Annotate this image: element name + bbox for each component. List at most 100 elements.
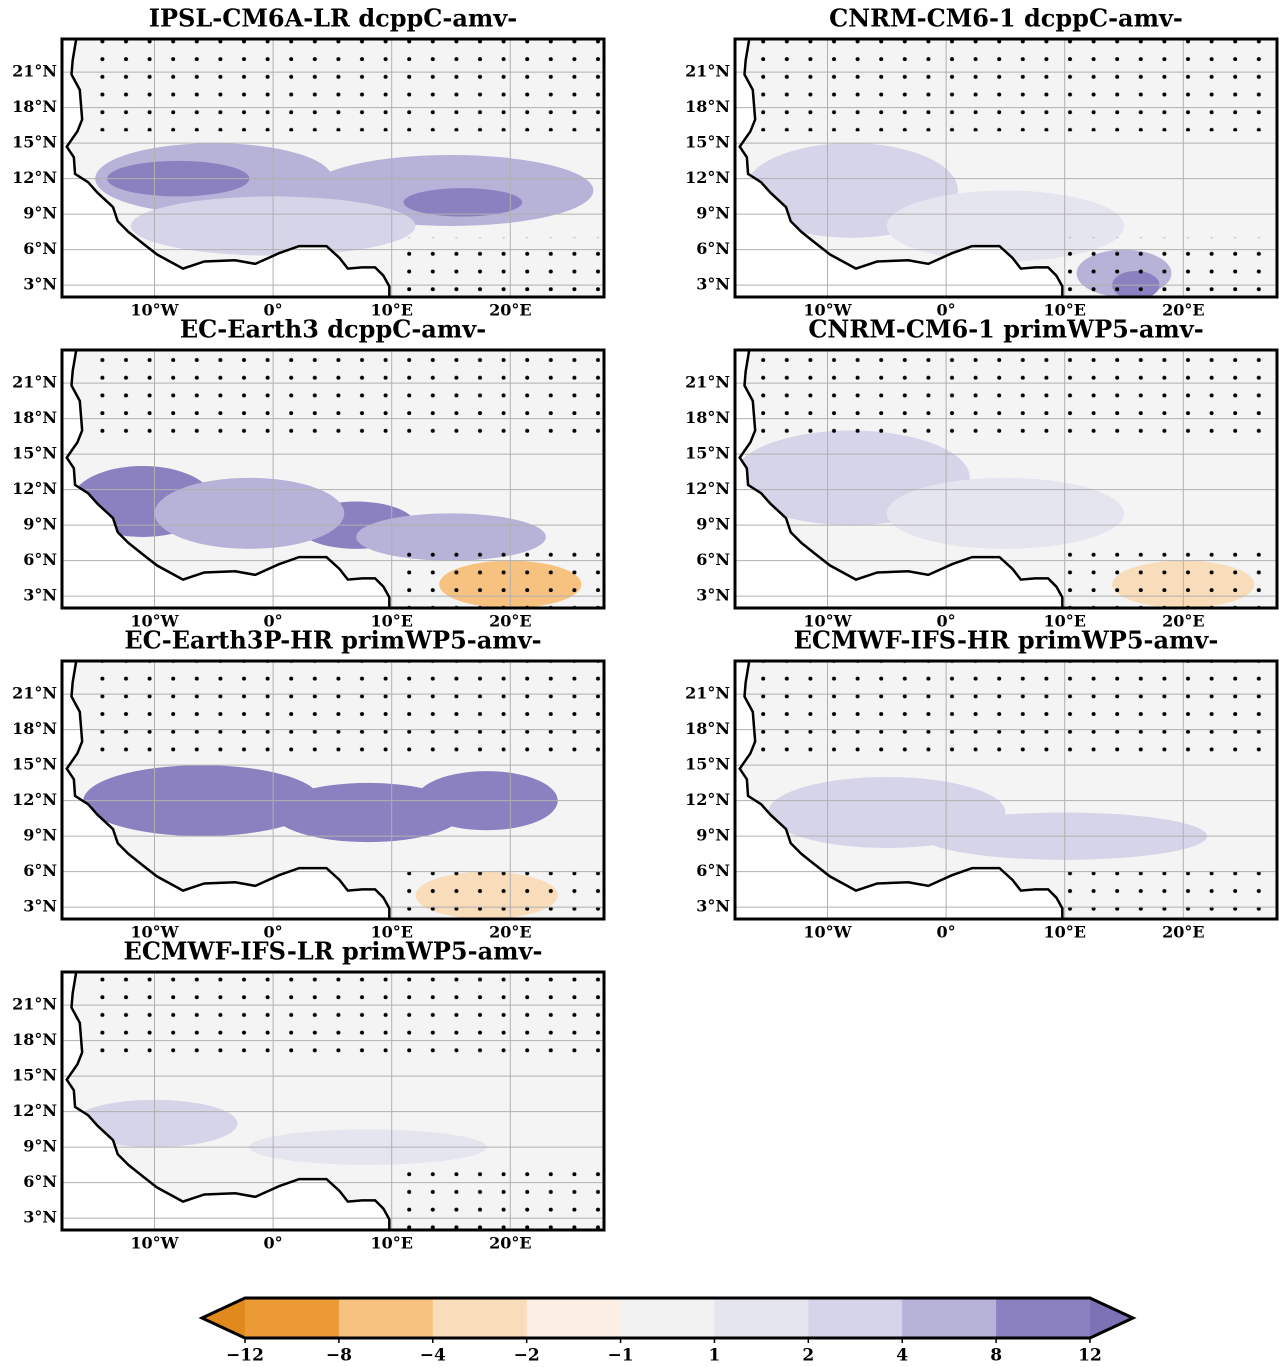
lon-tick-label: 10°W	[130, 1234, 179, 1253]
lat-tick-label: 12°N	[685, 168, 730, 187]
lat-tick-label: 18°N	[12, 1030, 57, 1049]
colorbar-segment	[620, 1298, 715, 1338]
panel-title: EC-Earth3 dcppC-amv-	[180, 315, 486, 344]
lat-tick-label: 15°N	[685, 755, 730, 774]
lon-tick-label: 10°W	[130, 301, 179, 320]
lat-tick-label: 15°N	[685, 133, 730, 152]
lon-tick-label: 10°W	[803, 612, 852, 631]
panel-title: CNRM-CM6-1 primWP5-amv-	[808, 315, 1203, 344]
lat-tick-label: 18°N	[12, 719, 57, 738]
map-body	[62, 661, 604, 919]
ocean	[735, 350, 1063, 608]
colorbar-segment	[808, 1298, 903, 1338]
colorbar-tick-label: 4	[896, 1346, 908, 1366]
stippling	[756, 661, 1277, 754]
panel-title: CNRM-CM6-1 dcppC-amv-	[829, 4, 1183, 33]
map-frame	[60, 348, 606, 610]
coastline	[65, 39, 391, 297]
coastline	[738, 350, 1064, 608]
lat-tick-label: 6°N	[23, 861, 57, 880]
lat-tick-label: 21°N	[685, 684, 730, 703]
lon-tick-label: 0°	[264, 1234, 283, 1253]
map-body	[62, 350, 604, 608]
lon-tick-label: 20°E	[1162, 612, 1204, 631]
panel-title: EC-Earth3P-HR primWP5-amv-	[124, 626, 541, 655]
colorbar-extend	[1090, 1298, 1133, 1338]
lat-tick-label: 15°N	[685, 444, 730, 463]
lat-tick-label: 6°N	[23, 550, 57, 569]
coastline	[65, 972, 391, 1230]
stippling	[391, 237, 604, 297]
lat-tick-label: 3°N	[23, 897, 57, 916]
colorbar-tick-label: 2	[802, 1346, 814, 1366]
map-frame	[60, 970, 606, 1232]
colorbar-segment	[432, 1298, 528, 1338]
lat-tick-label: 3°N	[696, 275, 730, 294]
lat-tick-label: 21°N	[12, 373, 57, 392]
colorbar-segment	[338, 1298, 434, 1338]
colorbar-tick-label: 1	[709, 1346, 721, 1366]
anomaly-shading	[154, 477, 345, 549]
colorbar-tick-label: 8	[990, 1346, 1002, 1366]
lat-tick-label: 6°N	[23, 239, 57, 258]
stippling	[1064, 859, 1277, 919]
map-panel: 21°N 18°N 15°N 12°N 9°N 6°N 3°N 10°W 0° 10°E 20°E E…	[685, 626, 1279, 942]
lon-tick-label: 10°W	[803, 301, 852, 320]
map-body	[62, 39, 604, 297]
lat-tick-label: 9°N	[696, 204, 730, 223]
lat-tick-label: 9°N	[696, 826, 730, 845]
map-frame	[60, 37, 606, 299]
anomaly-shading	[273, 782, 463, 843]
colorbar-tick-label: 12	[1078, 1346, 1102, 1366]
colorbar-segment	[996, 1298, 1091, 1338]
lat-tick-label: 6°N	[696, 861, 730, 880]
colorbar-segment	[245, 1298, 340, 1338]
coastline	[738, 39, 1064, 297]
map-frame	[733, 37, 1279, 299]
lat-tick-label: 12°N	[12, 168, 57, 187]
lon-tick-label: 20°E	[489, 301, 531, 320]
stippling	[756, 39, 1277, 132]
ocean	[735, 661, 1063, 919]
stippling	[391, 548, 604, 608]
lon-tick-label: 10°W	[130, 612, 179, 631]
lon-tick-label: 10°E	[370, 612, 412, 631]
lat-tick-label: 12°N	[685, 790, 730, 809]
lon-tick-label: 10°E	[370, 923, 412, 942]
map-body	[62, 972, 604, 1230]
lon-tick-label: 20°E	[489, 923, 531, 942]
colorbar-segment	[714, 1298, 809, 1338]
lat-tick-label: 9°N	[696, 515, 730, 534]
map-frame	[733, 659, 1279, 921]
ocean	[62, 972, 390, 1230]
map-body	[735, 661, 1277, 919]
coastline	[65, 350, 391, 608]
stippling	[83, 350, 604, 443]
lon-tick-label: 0°	[264, 301, 283, 320]
lon-tick-label: 10°E	[1043, 923, 1085, 942]
lat-tick-label: 18°N	[685, 408, 730, 427]
lon-tick-label: 20°E	[489, 1234, 531, 1253]
anomaly-shading	[403, 188, 523, 217]
stippling	[1064, 548, 1277, 608]
coastline	[738, 661, 1064, 919]
lon-tick-label: 10°W	[803, 923, 852, 942]
lat-tick-label: 15°N	[12, 133, 57, 152]
lat-tick-label: 3°N	[23, 275, 57, 294]
lat-tick-label: 15°N	[12, 444, 57, 463]
stippling	[391, 859, 604, 919]
lat-tick-label: 3°N	[696, 897, 730, 916]
anomaly-shading	[886, 477, 1125, 549]
lat-tick-label: 15°N	[12, 755, 57, 774]
map-frame	[60, 659, 606, 921]
stippling	[756, 350, 1277, 443]
map-body	[735, 39, 1277, 297]
lat-tick-label: 12°N	[12, 479, 57, 498]
colorbar-tick-label: −8	[326, 1346, 352, 1366]
lat-tick-label: 21°N	[12, 684, 57, 703]
lon-tick-label: 20°E	[1162, 301, 1204, 320]
coastline	[65, 661, 391, 919]
map-panel: 21°N 18°N 15°N 12°N 9°N 6°N 3°N 10°W 0° 10°E 20°E E…	[12, 626, 606, 942]
lon-tick-label: 20°E	[1162, 923, 1204, 942]
